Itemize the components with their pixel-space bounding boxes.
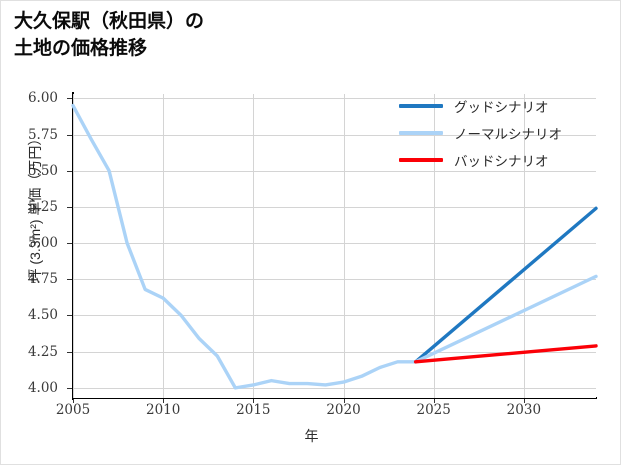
- gridline: [73, 134, 596, 136]
- y-tick-label: 4.50: [27, 307, 58, 324]
- x-axis-title: 年: [304, 428, 319, 444]
- x-tick-label: 2020: [326, 402, 361, 418]
- gridline: [73, 351, 596, 353]
- legend-color-swatch: [399, 130, 443, 135]
- x-tick-mark: [73, 399, 74, 403]
- gridline: [73, 206, 596, 208]
- legend-label: バッドシナリオ: [454, 153, 549, 169]
- y-tick-mark: [67, 351, 72, 353]
- y-tick-label: 6.00: [27, 90, 58, 107]
- gridline: [73, 243, 596, 245]
- series-line: [71, 103, 418, 390]
- x-tick-mark: [343, 399, 345, 403]
- x-tick-mark: [523, 399, 525, 403]
- y-tick-label: 4.25: [27, 343, 58, 360]
- plot-background: [73, 94, 596, 398]
- y-tick-mark: [67, 206, 72, 208]
- gridline: [73, 315, 596, 317]
- legend-label: ノーマルシナリオ: [454, 126, 562, 142]
- x-tick-label: 2025: [416, 402, 451, 418]
- gridline: [73, 279, 596, 281]
- gridline: [433, 94, 435, 398]
- y-tick-mark: [67, 170, 72, 172]
- x-tick-mark: [253, 399, 255, 403]
- y-tick-label: 5.00: [27, 235, 58, 252]
- chart-legend: グッドシナリオ ノーマルシナリオ バッドシナリオ: [399, 92, 599, 173]
- legend-item[interactable]: グッドシナリオ: [399, 92, 599, 119]
- legend-color-swatch: [399, 103, 443, 108]
- y-tick-mark: [67, 387, 72, 389]
- gridline: [253, 94, 255, 398]
- legend-color-swatch: [399, 157, 443, 162]
- gridline: [73, 387, 596, 389]
- gridline: [163, 94, 165, 398]
- x-tick-label: 2010: [145, 402, 181, 418]
- gridline: [73, 98, 596, 100]
- y-tick-mark: [67, 315, 72, 317]
- x-tick-mark: [433, 399, 435, 403]
- x-tick-label: 2030: [506, 402, 542, 418]
- series-line: [413, 344, 598, 364]
- x-tick-label: 2015: [236, 402, 271, 418]
- gridline: [343, 94, 345, 398]
- gridline: [73, 94, 74, 398]
- x-tick-mark: [163, 399, 165, 403]
- y-tick-label: 4.75: [27, 271, 58, 288]
- y-tick-label: 5.75: [27, 126, 58, 143]
- series-lines: [71, 103, 598, 390]
- y-tick-mark: [67, 279, 72, 281]
- y-tick-label: 4.00: [27, 379, 58, 396]
- series-line: [413, 274, 598, 364]
- page-title: 大久保駅（秋田県）の 土地の価格推移: [14, 11, 205, 59]
- x-axis-line: [72, 397, 597, 399]
- gridline: [523, 94, 525, 398]
- x-tick-label: 2005: [55, 402, 91, 418]
- plot-area: [71, 94, 598, 398]
- legend-item[interactable]: バッドシナリオ: [399, 146, 599, 173]
- legend-label: グッドシナリオ: [454, 99, 549, 115]
- y-tick-mark: [67, 243, 72, 245]
- y-tick-label: 5.25: [27, 198, 58, 215]
- series-line: [413, 206, 598, 364]
- y-axis-title: 坪 (3.3m²) 単価（万円）: [27, 131, 43, 283]
- y-tick-mark: [67, 134, 72, 136]
- y-tick-mark: [67, 98, 72, 100]
- y-tick-label: 5.50: [27, 162, 58, 179]
- gridline: [73, 170, 596, 172]
- legend-item[interactable]: ノーマルシナリオ: [399, 119, 599, 146]
